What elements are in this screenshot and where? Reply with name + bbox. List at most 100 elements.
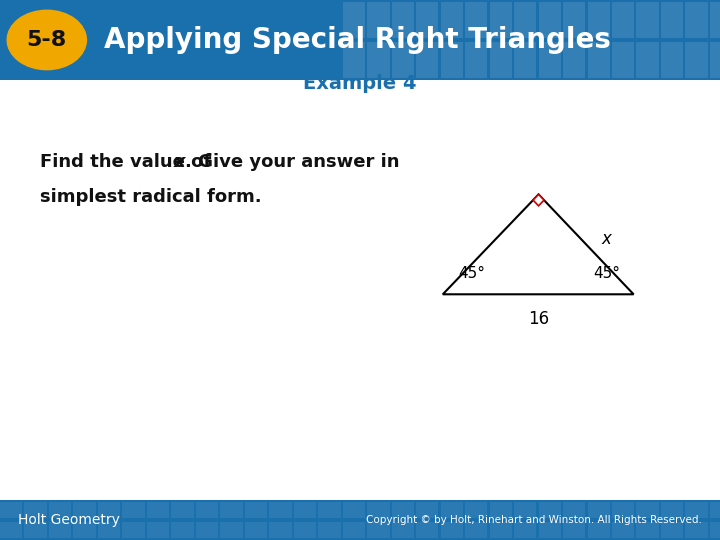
Text: . Give your answer in: . Give your answer in — [185, 153, 400, 171]
FancyBboxPatch shape — [661, 2, 683, 38]
Text: Example 4: Example 4 — [303, 74, 417, 93]
FancyBboxPatch shape — [122, 502, 145, 517]
FancyBboxPatch shape — [490, 522, 512, 538]
FancyBboxPatch shape — [98, 522, 120, 538]
FancyBboxPatch shape — [416, 2, 438, 38]
Text: 16: 16 — [528, 309, 549, 328]
FancyBboxPatch shape — [661, 42, 683, 78]
FancyBboxPatch shape — [636, 522, 659, 538]
FancyBboxPatch shape — [612, 522, 634, 538]
FancyBboxPatch shape — [465, 522, 487, 538]
FancyBboxPatch shape — [563, 42, 585, 78]
Circle shape — [7, 10, 86, 70]
FancyBboxPatch shape — [636, 42, 659, 78]
Text: x: x — [174, 153, 185, 171]
FancyBboxPatch shape — [465, 502, 487, 517]
FancyBboxPatch shape — [73, 522, 96, 538]
FancyBboxPatch shape — [685, 522, 708, 538]
FancyBboxPatch shape — [220, 522, 243, 538]
FancyBboxPatch shape — [514, 502, 536, 517]
FancyBboxPatch shape — [710, 502, 720, 517]
FancyBboxPatch shape — [441, 42, 463, 78]
FancyBboxPatch shape — [367, 502, 390, 517]
Text: Holt Geometry: Holt Geometry — [18, 513, 120, 526]
FancyBboxPatch shape — [539, 502, 561, 517]
FancyBboxPatch shape — [612, 502, 634, 517]
FancyBboxPatch shape — [685, 502, 708, 517]
FancyBboxPatch shape — [196, 522, 218, 538]
FancyBboxPatch shape — [416, 522, 438, 538]
FancyBboxPatch shape — [24, 502, 47, 517]
FancyBboxPatch shape — [588, 522, 610, 538]
FancyBboxPatch shape — [710, 522, 720, 538]
FancyBboxPatch shape — [196, 502, 218, 517]
FancyBboxPatch shape — [24, 522, 47, 538]
FancyBboxPatch shape — [636, 502, 659, 517]
FancyBboxPatch shape — [416, 42, 438, 78]
FancyBboxPatch shape — [588, 42, 610, 78]
FancyBboxPatch shape — [318, 522, 341, 538]
FancyBboxPatch shape — [245, 522, 267, 538]
FancyBboxPatch shape — [245, 502, 267, 517]
FancyBboxPatch shape — [490, 502, 512, 517]
FancyBboxPatch shape — [685, 2, 708, 38]
FancyBboxPatch shape — [465, 42, 487, 78]
Polygon shape — [533, 194, 544, 206]
FancyBboxPatch shape — [0, 502, 22, 517]
FancyBboxPatch shape — [416, 502, 438, 517]
FancyBboxPatch shape — [318, 502, 341, 517]
FancyBboxPatch shape — [661, 522, 683, 538]
FancyBboxPatch shape — [661, 502, 683, 517]
FancyBboxPatch shape — [392, 502, 414, 517]
FancyBboxPatch shape — [441, 502, 463, 517]
FancyBboxPatch shape — [685, 42, 708, 78]
FancyBboxPatch shape — [171, 522, 194, 538]
FancyBboxPatch shape — [98, 502, 120, 517]
FancyBboxPatch shape — [563, 2, 585, 38]
FancyBboxPatch shape — [122, 522, 145, 538]
FancyBboxPatch shape — [710, 2, 720, 38]
FancyBboxPatch shape — [490, 42, 512, 78]
FancyBboxPatch shape — [367, 2, 390, 38]
FancyBboxPatch shape — [220, 502, 243, 517]
Text: 45°: 45° — [593, 266, 621, 281]
FancyBboxPatch shape — [539, 522, 561, 538]
FancyBboxPatch shape — [588, 502, 610, 517]
FancyBboxPatch shape — [367, 42, 390, 78]
FancyBboxPatch shape — [0, 522, 22, 538]
FancyBboxPatch shape — [294, 502, 316, 517]
FancyBboxPatch shape — [710, 42, 720, 78]
FancyBboxPatch shape — [392, 522, 414, 538]
Text: 45°: 45° — [459, 266, 485, 281]
FancyBboxPatch shape — [612, 2, 634, 38]
FancyBboxPatch shape — [588, 2, 610, 38]
FancyBboxPatch shape — [147, 522, 169, 538]
FancyBboxPatch shape — [49, 502, 71, 517]
FancyBboxPatch shape — [147, 502, 169, 517]
FancyBboxPatch shape — [343, 502, 365, 517]
Text: Applying Special Right Triangles: Applying Special Right Triangles — [104, 26, 611, 54]
FancyBboxPatch shape — [73, 502, 96, 517]
FancyBboxPatch shape — [294, 522, 316, 538]
FancyBboxPatch shape — [514, 522, 536, 538]
FancyBboxPatch shape — [441, 522, 463, 538]
FancyBboxPatch shape — [343, 522, 365, 538]
Text: simplest radical form.: simplest radical form. — [40, 188, 261, 206]
FancyBboxPatch shape — [367, 522, 390, 538]
FancyBboxPatch shape — [563, 502, 585, 517]
Text: x: x — [602, 230, 612, 248]
FancyBboxPatch shape — [0, 500, 720, 540]
FancyBboxPatch shape — [563, 522, 585, 538]
FancyBboxPatch shape — [441, 2, 463, 38]
FancyBboxPatch shape — [612, 42, 634, 78]
FancyBboxPatch shape — [343, 42, 365, 78]
FancyBboxPatch shape — [343, 2, 365, 38]
Text: Copyright © by Holt, Rinehart and Winston. All Rights Reserved.: Copyright © by Holt, Rinehart and Winsto… — [366, 515, 702, 525]
Text: 5-8: 5-8 — [27, 30, 67, 50]
FancyBboxPatch shape — [465, 2, 487, 38]
FancyBboxPatch shape — [490, 2, 512, 38]
FancyBboxPatch shape — [0, 0, 720, 80]
FancyBboxPatch shape — [171, 502, 194, 517]
FancyBboxPatch shape — [514, 2, 536, 38]
FancyBboxPatch shape — [392, 42, 414, 78]
